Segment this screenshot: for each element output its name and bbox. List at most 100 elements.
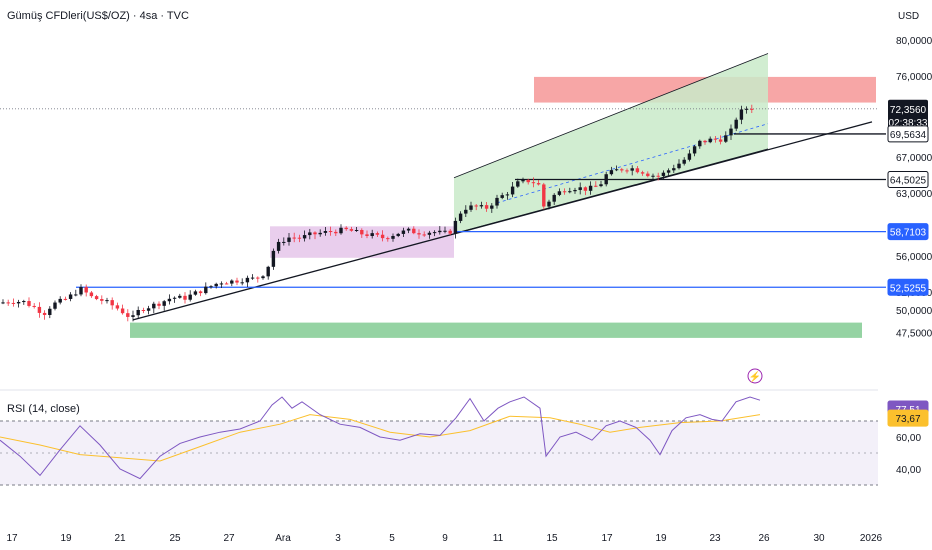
candle-body xyxy=(126,313,130,317)
channel-upper-line xyxy=(453,53,769,179)
candle-body xyxy=(188,294,192,300)
lightning-icon: ⚡ xyxy=(749,370,761,383)
currency-label: USD xyxy=(898,11,920,22)
candle-body xyxy=(448,230,452,234)
candle-body xyxy=(412,228,416,234)
candle-body xyxy=(542,184,546,207)
candle-body xyxy=(531,182,536,184)
candle-body xyxy=(58,298,62,303)
candle-body xyxy=(287,237,291,242)
time-axis-tick: 17 xyxy=(6,533,18,544)
candle-body xyxy=(339,227,343,234)
candle-body xyxy=(323,231,328,233)
rsi-title[interactable]: RSI (14, close) xyxy=(7,403,80,415)
price-axis-tick: 56,0000 xyxy=(896,252,932,263)
candle-body xyxy=(490,205,494,209)
candle-body xyxy=(536,183,541,185)
candle-body xyxy=(713,138,718,140)
price-axis-tick: 50,0000 xyxy=(896,306,932,317)
candle-body xyxy=(11,302,16,304)
time-axis-tick: 19 xyxy=(60,533,72,544)
candle-body xyxy=(240,282,244,284)
candle-body xyxy=(74,294,78,296)
candle-body xyxy=(500,195,504,198)
candle-body xyxy=(625,170,629,172)
candle-body xyxy=(464,209,468,214)
candle-body xyxy=(224,283,229,285)
level-tag: 64,5025 xyxy=(887,170,929,188)
candle-body xyxy=(162,301,166,306)
candle-body xyxy=(235,280,239,283)
trend-line xyxy=(132,121,873,321)
time-axis-tick: Ara xyxy=(275,533,291,544)
candle-body xyxy=(27,301,31,306)
candle-body xyxy=(344,227,348,230)
level-tag: 52,5255 xyxy=(887,278,929,296)
candle-body xyxy=(360,229,364,235)
rsi-ma-tag-box xyxy=(887,409,929,427)
candle-body xyxy=(594,185,598,187)
candle-body xyxy=(276,241,281,251)
level-tag: 58,7103 xyxy=(887,223,929,241)
time-axis-tick: 2026 xyxy=(860,533,883,544)
candle-body xyxy=(328,231,333,233)
candle-body xyxy=(271,250,276,267)
candle-body xyxy=(105,300,109,302)
candle-body xyxy=(146,308,151,311)
candle-body xyxy=(750,108,754,110)
candle-body xyxy=(557,191,562,195)
candle-body xyxy=(526,179,530,183)
level-tag-label: 64,5025 xyxy=(890,175,927,186)
candle-body xyxy=(578,187,582,190)
level-tag-label: 52,5255 xyxy=(890,283,927,294)
candle-body xyxy=(458,213,463,221)
level-tag: 69,5634 xyxy=(887,125,929,143)
symbol-title[interactable]: Gümüş CFDleri(US$/OZ) · 4sa · TVC xyxy=(7,10,189,22)
candle-body xyxy=(370,233,374,236)
candle-body xyxy=(588,185,593,191)
candle-body xyxy=(219,283,224,285)
time-axis-tick: 5 xyxy=(389,533,395,544)
candle-body xyxy=(443,230,447,232)
candle-body xyxy=(136,309,140,316)
candle-body xyxy=(406,228,411,231)
candle-body xyxy=(438,230,442,233)
candle-body xyxy=(708,138,712,143)
time-axis-tick: 3 xyxy=(335,533,341,544)
candle-body xyxy=(562,191,567,193)
level-tag-box xyxy=(887,223,929,241)
candle-body xyxy=(692,146,697,154)
current-price-label: 72,3560 xyxy=(890,105,927,116)
candle-body xyxy=(739,109,744,120)
candle-body xyxy=(292,237,296,239)
candle-body xyxy=(516,181,520,187)
candle-body xyxy=(604,174,608,185)
candle-body xyxy=(230,280,234,284)
candle-body xyxy=(167,298,172,302)
candle-body xyxy=(214,283,218,287)
candle-body xyxy=(266,266,270,277)
candle-body xyxy=(48,308,52,315)
candle-body xyxy=(547,201,551,207)
candle-body xyxy=(635,168,640,173)
candle-body xyxy=(614,169,619,171)
candle-body xyxy=(630,168,634,171)
candle-body xyxy=(401,230,406,234)
time-axis-tick: 27 xyxy=(223,533,235,544)
candle-body xyxy=(183,295,187,300)
rsi-line xyxy=(0,396,761,480)
candle-body xyxy=(302,235,307,239)
candle-body xyxy=(505,194,510,196)
price-axis-tick: 80,0000 xyxy=(896,36,932,47)
candle-body xyxy=(698,140,702,147)
channel-midline xyxy=(496,123,769,204)
candle-body xyxy=(250,277,255,279)
candle-body xyxy=(94,296,99,300)
candle-body xyxy=(79,287,83,295)
candle-body xyxy=(193,291,198,295)
candle-body xyxy=(620,169,624,171)
candle-body xyxy=(661,172,666,176)
time-axis-tick: 17 xyxy=(601,533,613,544)
candle-body xyxy=(453,220,458,234)
